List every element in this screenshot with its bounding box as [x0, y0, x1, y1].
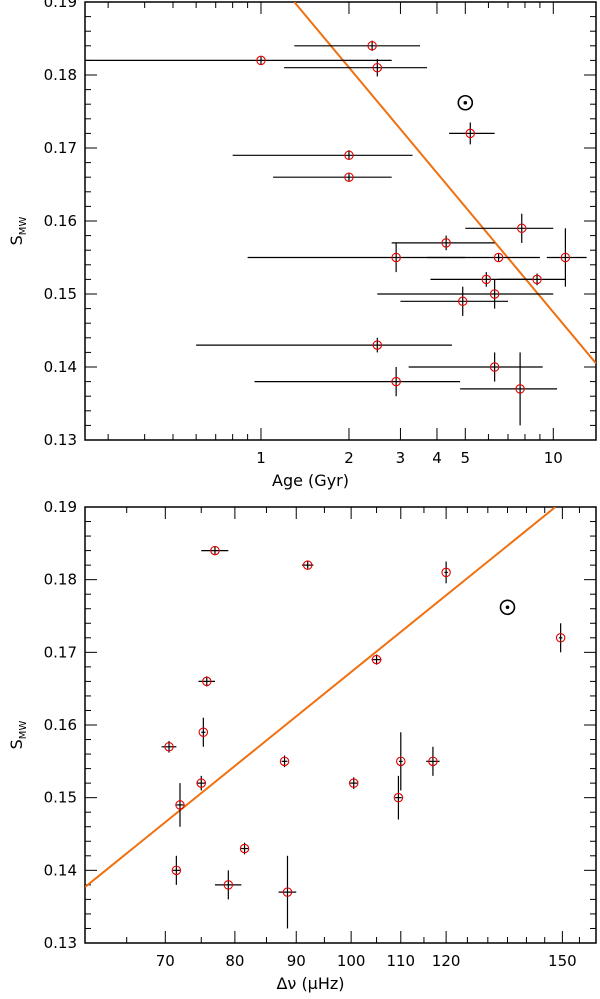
chart-1-ytick-label: 0.15 [44, 789, 77, 807]
chart-1-ytick-label: 0.13 [44, 934, 77, 952]
chart-1-xtick-label: 80 [225, 952, 244, 970]
chart-0-point-8 [391, 252, 401, 263]
chart-1-point-18 [282, 887, 293, 897]
chart-0-point-3 [465, 128, 476, 139]
chart-0-point-10 [560, 252, 571, 263]
chart-1-ytick-label: 0.16 [44, 716, 77, 734]
chart-0-point-16 [489, 362, 500, 372]
chart-0-data-layer [85, 2, 596, 426]
bottom-panel-delta-nu: 0.13 0.14 0.15 0.16 0.17 0.18 0.19 70 80 90 100 110… [7, 498, 597, 993]
chart-1-sun-symbol-ring [499, 599, 516, 616]
chart-0-xtick-label: 5 [461, 449, 471, 467]
chart-0-sun-symbol-ring [457, 94, 474, 111]
chart-0-point-18 [515, 384, 525, 394]
chart-1-ytick-label: 0.19 [44, 498, 77, 516]
chart-0-ytick-label: 0.19 [44, 0, 77, 11]
chart-1-ylabel: SMW [7, 721, 29, 750]
chart-0-point-2 [372, 62, 383, 73]
chart-1-xtick-label: 110 [386, 952, 415, 970]
chart-0-point-0 [256, 55, 266, 66]
chart-1-point-0 [210, 545, 220, 556]
chart-0-point-13 [489, 289, 500, 299]
chart-1-sun-symbol-dot [505, 605, 510, 610]
chart-0-sun-symbol-dot [463, 100, 468, 105]
chart-0-point-15 [372, 340, 383, 350]
chart-1-point-6 [198, 727, 209, 738]
chart-0-ytick-label: 0.13 [44, 431, 77, 449]
chart-1-point-8 [279, 756, 290, 767]
chart-0-xtick-label: 2 [344, 449, 354, 467]
chart-0-ylabel: SMW [7, 217, 29, 246]
chart-0-ytick-label: 0.15 [44, 285, 77, 303]
chart-0-xtick-label: 10 [544, 449, 563, 467]
chart-1-point-13 [393, 792, 404, 803]
chart-1-point-1 [302, 560, 313, 570]
chart-1-point-3 [555, 633, 566, 643]
chart-0-ytick-label: 0.16 [44, 212, 77, 230]
chart-1-point-11 [196, 778, 207, 788]
chart-0-xtick-label: 1 [256, 449, 266, 467]
chart-1-ylabel-main: S [7, 739, 26, 749]
chart-1-xtick-label: 70 [156, 952, 175, 970]
top-panel-age: 0.13 0.14 0.15 0.16 0.17 0.18 0.19 1 2 3 4 5 10 Age (… [7, 0, 597, 490]
chart-0-xtick-label: 3 [396, 449, 406, 467]
chart-1-point-10 [428, 756, 438, 767]
chart-1-point-5 [202, 676, 212, 687]
chart-1-data-layer [85, 507, 566, 929]
chart-0-ylabel-subscript: MW [18, 217, 29, 236]
chart-1-fit-line [85, 507, 557, 888]
chart-0-xtick-label: 4 [432, 449, 442, 467]
chart-0-xlabel: Age (Gyr) [272, 471, 349, 490]
chart-1-point-17 [223, 880, 234, 890]
chart-1-point-14 [175, 800, 185, 810]
chart-1-point-15 [239, 843, 250, 854]
chart-1-point-7 [164, 742, 174, 752]
chart-0-ytick-label: 0.17 [44, 139, 77, 157]
chart-1-point-9 [396, 756, 406, 767]
chart-0-point-5 [344, 172, 354, 182]
chart-1-xlabel: Δν (μHz) [276, 974, 344, 993]
chart-1-plot-frame [84, 506, 597, 944]
chart-0-point-11 [481, 274, 492, 285]
chart-1-point-16 [171, 865, 182, 876]
chart-0-point-1 [367, 41, 377, 51]
chart-1-xtick-label: 90 [287, 952, 306, 970]
chart-1-ytick-label: 0.17 [44, 643, 77, 661]
chart-0-point-7 [441, 238, 451, 248]
chart-1-point-12 [348, 778, 359, 788]
chart-1-xtick-label: 150 [548, 952, 577, 970]
chart-0-point-17 [391, 376, 401, 387]
chart-0-ylabel-main: S [7, 235, 26, 245]
chart-1-ytick-label: 0.14 [44, 861, 77, 879]
chart-0-point-12 [532, 274, 542, 285]
chart-1-xtick-label: 100 [337, 952, 366, 970]
chart-0-ytick-label: 0.14 [44, 358, 77, 376]
chart-0-point-9 [493, 252, 504, 263]
chart-0-ytick-label: 0.18 [44, 66, 77, 84]
chart-1-point-4 [371, 654, 382, 665]
chart-1-xtick-label: 120 [432, 952, 461, 970]
chart-0-point-14 [457, 296, 468, 307]
chart-0-point-4 [344, 150, 354, 161]
chart-1-point-2 [441, 567, 451, 578]
chart-0-fit-line [293, 2, 596, 364]
chart-0-point-6 [516, 223, 527, 234]
chart-1-ylabel-subscript: MW [18, 721, 29, 740]
chart-1-ytick-label: 0.18 [44, 571, 77, 589]
